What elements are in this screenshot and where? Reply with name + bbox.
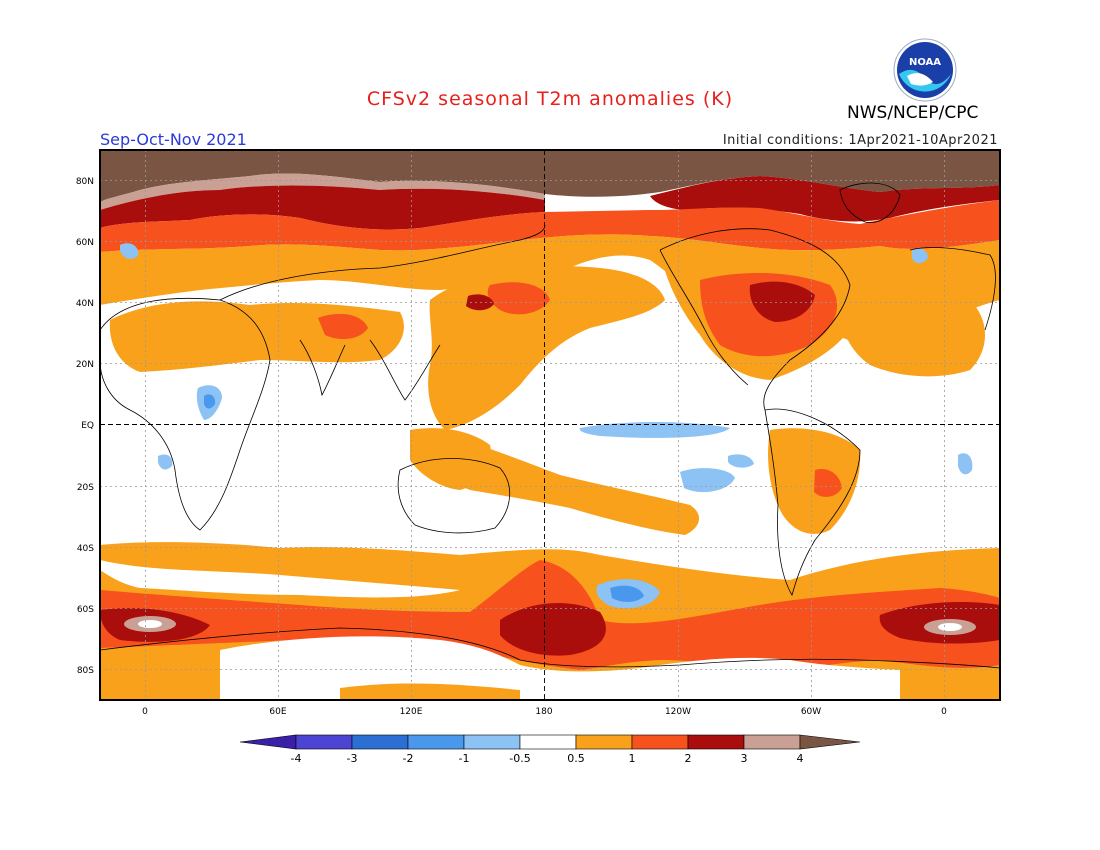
east-pacific-lightblue: [579, 422, 730, 438]
colorbar-label: -4: [291, 752, 302, 765]
coastlines: [100, 182, 1000, 669]
colorbar-swatch: [407, 734, 465, 750]
colorbar-over-arrow: [799, 734, 861, 750]
lat-label: EQ: [81, 421, 94, 431]
coast-eurasia: [219, 224, 546, 301]
agency-label: NWS/NCEP/CPC: [847, 103, 979, 123]
coast-antarctica: [100, 627, 1000, 669]
colorbar-swatch: [687, 734, 745, 750]
west-africa-lightblue: [158, 454, 173, 470]
coast-south-america: [764, 408, 861, 596]
south-america-orange: [768, 428, 861, 534]
colorbar-label: 3: [741, 752, 748, 765]
coast-australia: [397, 458, 511, 534]
lon-label: 180: [535, 707, 552, 717]
colorbar-swatch: [743, 734, 801, 750]
lon-label: 120E: [400, 707, 423, 717]
colorbar-swatch: [631, 734, 689, 750]
colorbar-swatch: [351, 734, 409, 750]
colorbar-label: -0.5: [509, 752, 530, 765]
lat-label: 80S: [77, 666, 94, 676]
latitude-labels: 80N 60N 40N 20N EQ 20S 40S 60S 80S: [76, 177, 94, 676]
north-atlantic-orange: [839, 292, 985, 377]
colorbar-under-arrow: [239, 734, 297, 750]
brazil-lightblue: [958, 453, 973, 475]
northern-band-redorange: [100, 200, 1000, 252]
indonesia-orange: [410, 428, 491, 490]
south-america-redorange: [814, 468, 842, 497]
coast-eurasia-west: [909, 247, 996, 331]
coast-north-america: [659, 228, 851, 411]
coast-se-asia: [369, 339, 441, 401]
lon-label: 60E: [269, 707, 286, 717]
reference-lines: [100, 150, 1000, 700]
south-pacific-lightblue-b: [728, 454, 754, 468]
southern-white-gap: [100, 560, 460, 598]
lat-label: 20S: [77, 483, 94, 493]
colorbar-swatch: [519, 734, 577, 750]
lat-label: 20N: [76, 360, 94, 370]
anomaly-field: [100, 150, 1000, 700]
tropical-band-orange: [425, 430, 700, 535]
lat-label: 40N: [76, 299, 94, 309]
noaa-logo: NOAA: [893, 38, 957, 102]
lon-label: 0: [142, 707, 148, 717]
colorbar-swatch: [295, 734, 353, 750]
lat-label: 60S: [77, 605, 94, 615]
coast-west-na: [659, 249, 749, 386]
lat-label: 60N: [76, 238, 94, 248]
lat-label: 80N: [76, 177, 94, 187]
colorbar-label: 4: [797, 752, 804, 765]
arctic-anomaly-tan: [100, 173, 545, 210]
lon-label: 60W: [801, 707, 821, 717]
southern-band-darkred-c: [500, 602, 606, 656]
colorbar-label: 1: [629, 752, 636, 765]
colorbar-label: -3: [347, 752, 358, 765]
north-atlantic-lightblue: [912, 248, 928, 264]
west-eurasia-lightblue: [120, 243, 139, 259]
colorbar: -4 -3 -2 -1 -0.5 0.5 1 2 3 4: [239, 734, 861, 765]
lon-label: 0: [941, 707, 947, 717]
longitude-labels: 0 60E 120E 180 120W 60W 0: [142, 707, 947, 717]
season-label: Sep-Oct-Nov 2021: [100, 130, 247, 149]
southern-core-a: [138, 620, 162, 628]
arctic-anomaly-darkred-b: [650, 176, 1000, 222]
africa-blue: [204, 394, 216, 409]
map-title: CFSv2 seasonal T2m anomalies (K): [366, 88, 734, 110]
coast-india: [299, 339, 346, 397]
antarctica-orange-edge: [340, 683, 520, 700]
north-america-darkred: [749, 281, 815, 322]
coast-greenland: [839, 182, 901, 223]
southern-ocean-blue: [610, 585, 644, 602]
asia-redorange: [318, 313, 368, 340]
colorbar-label: 2: [685, 752, 692, 765]
colorbar-swatch: [463, 734, 521, 750]
map-frame: [99, 149, 1001, 701]
lat-label: 40S: [77, 544, 94, 554]
arctic-anomaly-brown: [100, 150, 1000, 202]
southern-core-b: [938, 623, 962, 631]
colorbar-label: -2: [403, 752, 414, 765]
lon-label: 120W: [665, 707, 691, 717]
grid-lines: [100, 150, 1000, 700]
colorbar-label: -1: [459, 752, 470, 765]
colorbar-label: 0.5: [567, 752, 585, 765]
logo-text: NOAA: [909, 57, 941, 68]
colorbar-swatch: [575, 734, 633, 750]
north-pacific-redorange: [487, 282, 550, 315]
arctic-anomaly-darkred-a: [100, 185, 545, 230]
initial-conditions-label: Initial conditions: 1Apr2021-10Apr2021: [722, 133, 998, 148]
